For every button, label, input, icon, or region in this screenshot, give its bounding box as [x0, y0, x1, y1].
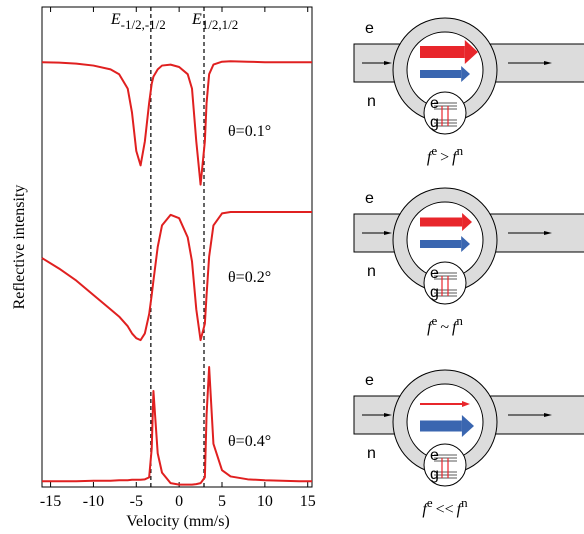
- formula-f: f: [452, 319, 459, 336]
- red-arrow-head: [462, 401, 470, 407]
- formula-rel: ~: [440, 319, 449, 336]
- formula-f: f: [452, 149, 459, 166]
- branch-label: n: [367, 93, 376, 110]
- x-tick-label: 5: [218, 493, 226, 510]
- formula-sup: e: [427, 495, 433, 510]
- series-label: θ=0.1°: [228, 123, 271, 140]
- data-line: [42, 366, 312, 486]
- level-label: e: [430, 95, 439, 112]
- plot-frame: [41, 6, 313, 488]
- formula-f: f: [427, 319, 434, 336]
- data-line: [41, 210, 312, 342]
- formula-sup: n: [457, 143, 464, 158]
- x-tick-label: -15: [40, 493, 61, 510]
- flow-arrow-head: [384, 413, 392, 417]
- annotation-main: E: [110, 11, 121, 28]
- formula: fe << fn: [422, 495, 468, 518]
- flow-arrow-head: [544, 61, 552, 65]
- red-arrow-head: [464, 40, 478, 64]
- flow-arrow-head: [384, 231, 392, 235]
- atom: [423, 91, 467, 135]
- level-label: g: [430, 466, 439, 483]
- atom: [423, 443, 467, 487]
- branch-label: e: [365, 372, 374, 389]
- formula: fe ~ fn: [427, 313, 463, 336]
- branch-label: e: [365, 190, 374, 207]
- x-tick-label: -10: [83, 493, 104, 510]
- level-label: e: [430, 447, 439, 464]
- formula-rel: <<: [436, 501, 454, 518]
- branch-label: e: [365, 20, 374, 37]
- atom: [423, 261, 467, 305]
- formula: fe > fn: [427, 143, 464, 166]
- x-tick-label: 10: [257, 493, 273, 510]
- blue-arrow-head: [461, 236, 470, 252]
- x-tick-label: -5: [130, 493, 143, 510]
- blue-arrow-head: [461, 66, 470, 82]
- formula-sup: e: [431, 143, 437, 158]
- annotation-sub: 1/2,1/2: [202, 17, 238, 32]
- annotation-label: E-1/2,-1/2: [110, 11, 166, 32]
- x-axis-label: Velocity (mm/s): [126, 513, 230, 530]
- formula-sup: n: [461, 495, 468, 510]
- series-label: θ=0.2°: [228, 269, 271, 286]
- formula-f: f: [422, 501, 429, 518]
- red-arrow-head: [462, 213, 472, 231]
- flow-arrow-head: [544, 413, 552, 417]
- level-label: e: [430, 265, 439, 282]
- x-tick-label: 0: [175, 493, 183, 510]
- annotation-label: E1/2,1/2: [191, 11, 238, 32]
- branch-label: n: [367, 445, 376, 462]
- flow-arrow-head: [544, 231, 552, 235]
- formula-f: f: [427, 149, 434, 166]
- branch-label: n: [367, 263, 376, 280]
- annotation-sub: -1/2,-1/2: [121, 17, 166, 32]
- formula-f: f: [457, 501, 464, 518]
- level-label: g: [430, 114, 439, 131]
- formula-sup: e: [432, 313, 438, 328]
- blue-arrow-head: [461, 415, 474, 437]
- y-axis-label: Reflective intensity: [11, 185, 28, 310]
- data-line: [41, 60, 312, 186]
- x-tick-label: 15: [300, 493, 316, 510]
- level-label: g: [430, 284, 439, 301]
- formula-rel: >: [440, 149, 449, 166]
- flow-arrow-head: [384, 61, 392, 65]
- formula-sup: n: [456, 313, 463, 328]
- series-label: θ=0.4°: [228, 433, 271, 450]
- annotation-main: E: [191, 11, 202, 28]
